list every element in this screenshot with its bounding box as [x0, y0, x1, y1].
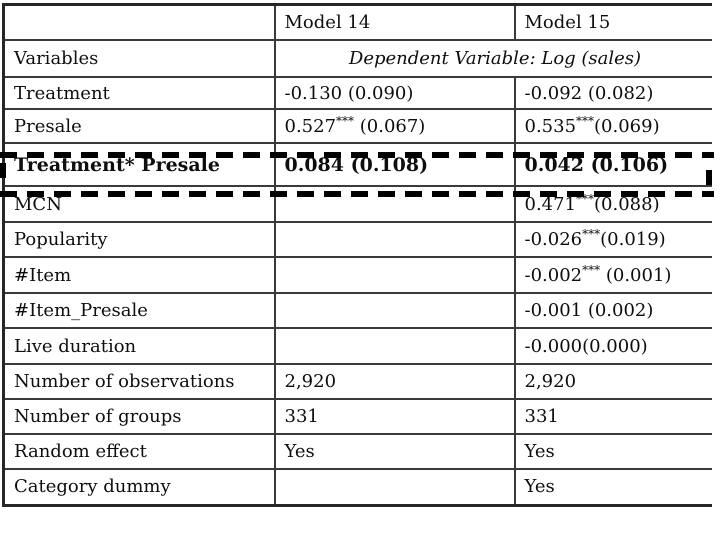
model15-value-cell: 331: [513, 398, 712, 435]
table-row: Live duration -0.000(0.000): [2, 327, 712, 365]
table-row: Number of observations 2,920 2,920: [2, 363, 712, 400]
highlight-dashed-border-bottom: [0, 191, 714, 197]
model15-value-cell: 2,920: [513, 363, 712, 400]
model14-value-cell: 2,920: [273, 363, 516, 400]
table-row: #Item_Presale -0.001 (0.002): [2, 292, 712, 329]
variable-label-cell: #Item_Presale: [2, 292, 276, 329]
header-row: Model 14 Model 15: [2, 3, 712, 41]
table-row: Popularity -0.026***(0.019): [2, 221, 712, 258]
variable-label-cell: Category dummy: [2, 468, 276, 506]
variable-label-cell: Popularity: [2, 221, 276, 258]
model14-value-cell: Yes: [273, 433, 516, 470]
variable-label-cell: #Item: [2, 256, 276, 294]
variables-label-cell: Variables: [2, 39, 276, 78]
variable-label-cell: Presale: [2, 108, 276, 144]
model15-value-cell: Yes: [513, 468, 712, 506]
model15-value-cell: 0.535***(0.069): [513, 108, 712, 144]
table-row: Presale 0.527*** (0.067) 0.535***(0.069): [2, 108, 712, 144]
model15-value-cell: -0.002*** (0.001): [513, 256, 712, 294]
model15-value-cell: -0.092 (0.082): [513, 76, 712, 110]
model14-value-cell: [273, 292, 516, 329]
model15-value-cell: -0.001 (0.002): [513, 292, 712, 329]
table-row: Treatment* Presale 0.084 (0.108) 0.042 (0.…: [2, 142, 712, 187]
dependent-variable-row: Variables Dependent Variable: Log (sales…: [2, 39, 712, 78]
table-row: Random effect Yes Yes: [2, 433, 712, 470]
highlight-dashed-border-right: [706, 170, 712, 185]
model14-value-cell: [273, 468, 516, 506]
model15-value-cell: Yes: [513, 433, 712, 470]
model14-value-cell: 331: [273, 398, 516, 435]
model15-value-cell: 0.042 (0.106): [513, 142, 712, 187]
model14-value-cell: [273, 221, 516, 258]
table-row: Number of groups 331 331: [2, 398, 712, 435]
regression-results-table: Model 14 Model 15 Variables Dependent Va…: [2, 3, 712, 507]
variable-label-cell: Treatment: [2, 76, 276, 110]
highlight-dashed-border-top: [0, 152, 714, 158]
model14-value-cell: -0.130 (0.090): [273, 76, 516, 110]
model15-value-cell: -0.000(0.000): [513, 327, 712, 365]
variable-label-cell: Random effect: [2, 433, 276, 470]
model14-value-cell: 0.084 (0.108): [273, 142, 516, 187]
highlight-dashed-border-left: [0, 163, 6, 178]
model14-value-cell: [273, 327, 516, 365]
variable-label-cell: Number of observations: [2, 363, 276, 400]
header-model14-cell: Model 14: [273, 3, 516, 41]
table-row: Treatment -0.130 (0.090) -0.092 (0.082): [2, 76, 712, 110]
model14-value-cell: 0.527*** (0.067): [273, 108, 516, 144]
table-row: Category dummy Yes: [2, 468, 712, 506]
header-model15-cell: Model 15: [513, 3, 712, 41]
model15-value-cell: -0.026***(0.019): [513, 221, 712, 258]
variable-label-cell: Live duration: [2, 327, 276, 365]
header-empty-cell: [2, 3, 276, 41]
model14-value-cell: [273, 256, 516, 294]
table-row: #Item -0.002*** (0.001): [2, 256, 712, 294]
dependent-variable-note-cell: Dependent Variable: Log (sales): [273, 39, 712, 78]
variable-label-cell: Treatment* Presale: [2, 142, 276, 187]
variable-label-cell: Number of groups: [2, 398, 276, 435]
